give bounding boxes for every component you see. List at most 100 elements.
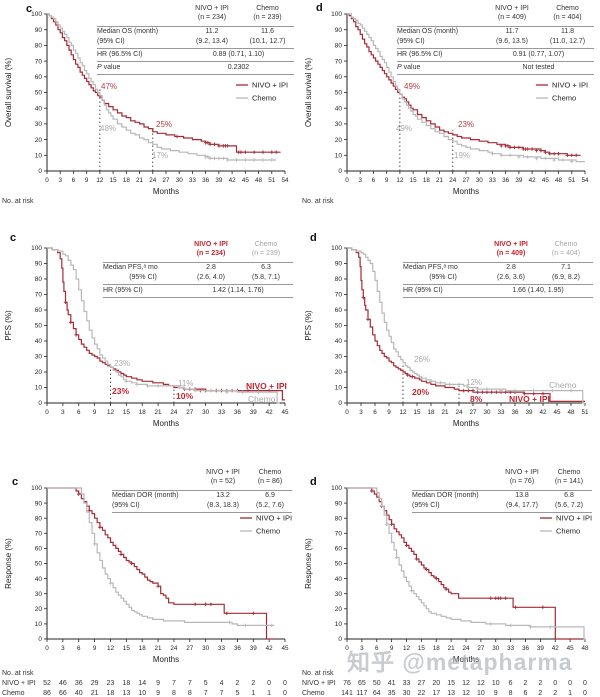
table-rule (112, 512, 292, 513)
table-cell: (10.1, 12.7) (249, 37, 286, 45)
table-cell: Chemo (n = 239) (251, 241, 281, 257)
x-tick-label: 12 (107, 409, 115, 416)
at-risk-value: 23 (107, 680, 115, 687)
x-tick-label: 24 (449, 177, 457, 184)
y-axis-label: PFS (%) (304, 310, 313, 341)
x-tick-label: 42 (229, 177, 237, 184)
table-cell: 2.8 (506, 264, 516, 271)
x-tick-label: 54 (581, 177, 589, 184)
table-header-row: NIVO + IPI (n = 234) Chemo (n = 239) (97, 5, 294, 24)
table-cell: NIVO + IPI (n = 409) (494, 241, 528, 257)
panel-dor-right: d 0 10 20 30 40 50 60 70 80 90 100 0 3 6 9 12 15 18 21 24 27 3… (300, 468, 600, 697)
curve-label: NIVO + IPI (246, 381, 287, 391)
legend-label: NIVO + IPI (556, 514, 592, 523)
km-curve-chemo (47, 487, 275, 626)
y-tick-label: 80 (35, 515, 43, 522)
table-cell: Chemo (n = 141) (554, 469, 584, 485)
x-tick-label: 48 (255, 177, 263, 184)
x-tick-label: 12 (403, 645, 411, 652)
table-header-row: NIVO + IPI (n = 76) Chemo (n = 141) (412, 469, 592, 488)
x-tick-label: 39 (215, 177, 223, 184)
table-rule (403, 261, 593, 263)
survival-rate-annotation: 26% (414, 355, 430, 364)
y-tick-label: 10 (335, 385, 343, 392)
x-tick-label: 12 (96, 177, 104, 184)
at-risk-value: 2 (553, 690, 557, 697)
table-rule (97, 74, 294, 75)
x-tick-label: 24 (149, 177, 157, 184)
at-risk-value: 27 (417, 680, 425, 687)
x-tick-label: 39 (515, 177, 523, 184)
x-tick-label: 6 (375, 645, 379, 652)
table-span-row: HR (95% CI) 1.66 (1.40, 1.95) (403, 286, 593, 296)
y-tick-label: 90 (335, 500, 343, 507)
x-axis-label: Months (153, 419, 179, 428)
at-risk-title: No. at risk (302, 670, 334, 677)
at-risk-value: 6 (524, 690, 528, 697)
x-tick-label: 15 (418, 645, 426, 652)
table-cell: (95% CI) (112, 501, 140, 509)
at-risk-value: 1 (568, 690, 572, 697)
at-risk-value: 0 (553, 680, 557, 687)
table-header-row: NIVO + IPI (n = 409) Chemo (n = 404) (397, 5, 594, 24)
y-tick-label: 40 (35, 576, 43, 583)
y-tick-label: 30 (35, 591, 43, 598)
table-row: Median PFS,ᵃ mo 2.8 6.3 (103, 264, 293, 274)
at-risk-value: 40 (75, 690, 83, 697)
x-tick-label: 54 (281, 177, 289, 184)
table-span-row: HR (95% CI) 1.42 (1.14, 1.76) (103, 286, 293, 296)
table-cell: Chemo (n = 404) (553, 5, 582, 21)
x-tick-label: 33 (218, 409, 226, 416)
y-tick-label: 80 (335, 515, 343, 522)
x-tick-label: 27 (469, 409, 477, 416)
x-tick-label: 48 (581, 645, 589, 652)
x-tick-label: 3 (358, 177, 362, 184)
table-span-row: P value 0.2302 (97, 63, 294, 73)
y-tick-label: 0 (338, 168, 342, 175)
stats-table: NIVO + IPI (n = 234) Chemo (n = 239) Median … (103, 241, 293, 299)
y-tick-label: 10 (35, 153, 43, 160)
km-curve-chemo (347, 487, 585, 640)
x-tick-label: 27 (162, 177, 170, 184)
x-tick-label: 15 (123, 409, 131, 416)
table-cell: (95% CI) (397, 37, 425, 45)
y-tick-label: 30 (335, 591, 343, 598)
x-tick-label: 33 (189, 177, 197, 184)
table-cell: (95% CI) (429, 273, 457, 281)
table-rule (403, 284, 593, 285)
x-tick-label: 30 (176, 177, 184, 184)
y-tick-label: 60 (335, 307, 343, 314)
y-tick-label: 20 (35, 369, 43, 376)
at-risk-value: 30 (403, 690, 411, 697)
x-tick-label: 42 (552, 645, 560, 652)
at-risk-value: 17 (432, 690, 440, 697)
x-tick-label: 0 (45, 177, 49, 184)
at-risk-value: 9 (494, 690, 498, 697)
y-tick-label: 30 (335, 121, 343, 128)
table-cell: 13.2 (216, 492, 230, 499)
y-tick-label: 40 (35, 105, 43, 112)
y-tick-label: 80 (335, 43, 343, 50)
y-tick-label: 60 (335, 546, 343, 553)
stats-table: NIVO + IPI (n = 409) Chemo (n = 404) Median … (397, 5, 594, 76)
x-tick-label: 45 (281, 409, 289, 416)
x-tick-label: 18 (423, 177, 431, 184)
x-tick-label: 39 (250, 409, 258, 416)
x-tick-label: 48 (567, 409, 575, 416)
survival-rate-annotation: 23% (112, 386, 129, 396)
km-curve-chemo (47, 13, 277, 161)
y-tick-label: 10 (35, 621, 43, 628)
y-tick-label: 70 (35, 58, 43, 65)
at-risk-value: 2 (524, 680, 528, 687)
table-cell: 11.2 (205, 28, 219, 35)
survival-rate-annotation: 11% (178, 379, 193, 388)
x-tick-label: 30 (483, 409, 491, 416)
x-tick-label: 27 (462, 177, 470, 184)
table-cell: (95% CI) (97, 37, 125, 45)
x-tick-label: 51 (268, 177, 276, 184)
at-risk-value: 8 (509, 690, 513, 697)
table-cell: NIVO + IPI (n = 76) (505, 469, 539, 485)
table-cell: Median DOR (month) (112, 492, 179, 499)
